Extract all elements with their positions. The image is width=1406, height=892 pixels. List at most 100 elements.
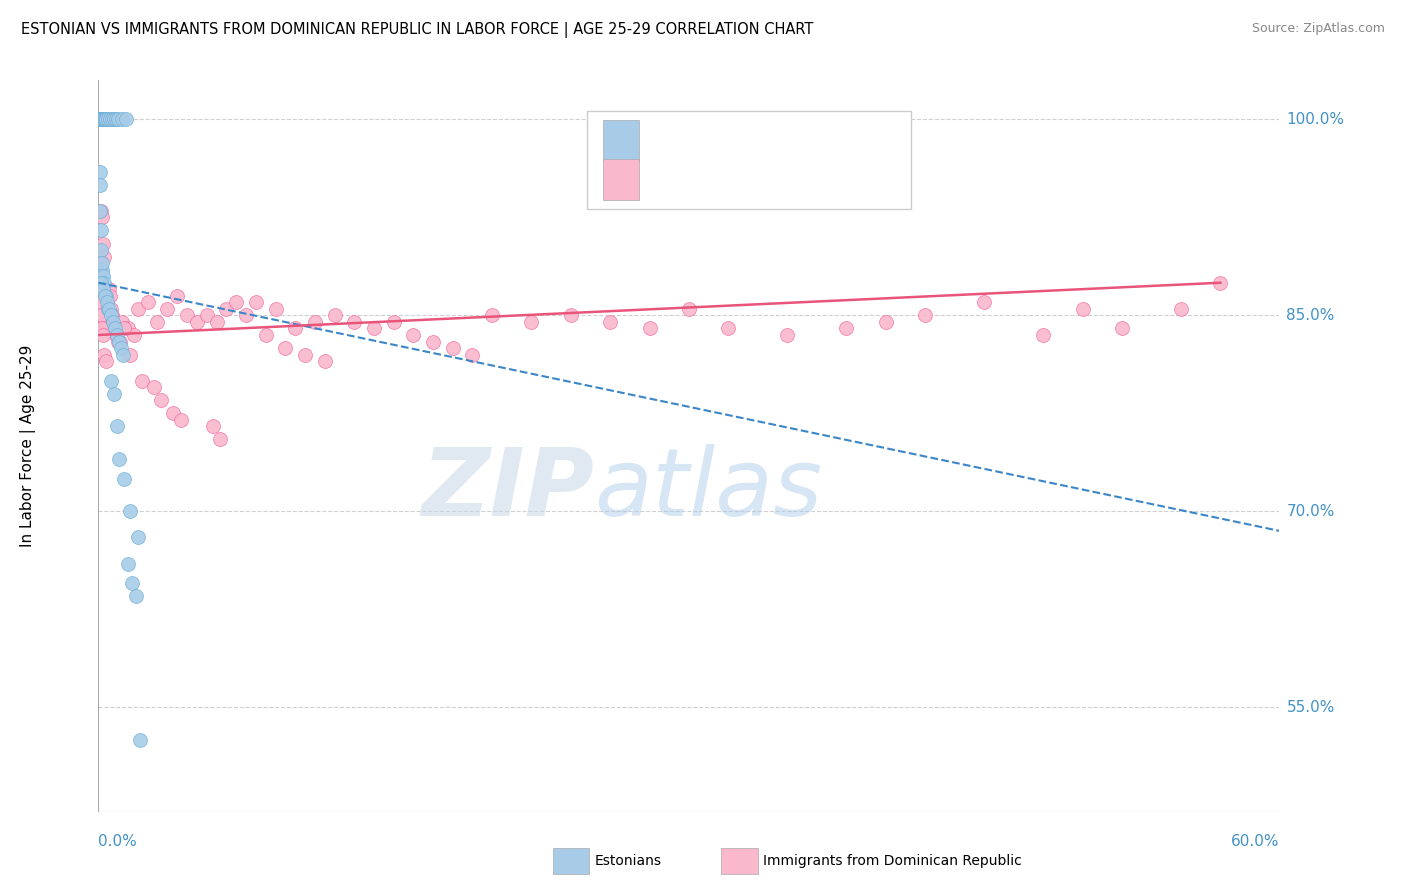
Point (1111, 321, 1133, 335)
Point (146, 315, 169, 329)
Point (89, 112, 111, 127)
Point (122, 328, 145, 343)
Text: Estonians: Estonians (595, 854, 662, 868)
Point (162, 406, 184, 420)
Point (875, 315, 897, 329)
Point (96, 301, 118, 316)
Text: 55.0%: 55.0% (1286, 699, 1334, 714)
Point (128, 732, 150, 747)
Point (1071, 301, 1094, 316)
Point (96, 295, 118, 310)
Point (103, 321, 125, 335)
Point (186, 315, 208, 329)
Point (100, 301, 122, 316)
Point (118, 504, 141, 518)
Point (90, 112, 112, 127)
Point (98, 301, 121, 316)
Point (264, 301, 287, 316)
Point (94, 289, 117, 303)
Point (97, 315, 120, 329)
Point (89, 112, 111, 127)
Point (107, 112, 129, 127)
Text: Immigrants from Dominican Republic: Immigrants from Dominican Republic (763, 854, 1022, 868)
Point (89, 112, 111, 127)
Point (97, 301, 120, 316)
Point (422, 334, 444, 349)
Point (382, 315, 405, 329)
Point (105, 328, 128, 343)
Point (274, 341, 297, 355)
Point (94, 315, 117, 329)
Point (294, 347, 316, 362)
Point (1032, 328, 1054, 343)
Point (170, 413, 193, 427)
Point (107, 334, 129, 349)
Point (89, 112, 111, 127)
Point (343, 315, 366, 329)
Point (96, 321, 118, 335)
Point (225, 295, 247, 310)
Point (91, 262, 114, 277)
Point (89, 112, 111, 127)
Point (125, 589, 148, 603)
Point (195, 309, 218, 323)
Point (105, 419, 128, 434)
Text: 85.0%: 85.0% (1286, 308, 1334, 323)
Point (89, 112, 111, 127)
Point (117, 557, 139, 571)
Point (93, 250, 115, 264)
Point (100, 374, 122, 388)
Point (254, 328, 277, 343)
Text: In Labor Force | Age 25-29: In Labor Force | Age 25-29 (20, 345, 37, 547)
Point (90, 276, 112, 290)
Point (115, 112, 138, 127)
Point (127, 530, 149, 544)
Point (94, 354, 117, 368)
Point (89, 112, 111, 127)
Point (323, 309, 346, 323)
Point (103, 315, 125, 329)
Point (118, 347, 141, 362)
Point (111, 112, 134, 127)
Point (108, 334, 131, 349)
Text: R =   0.124   N = 84: R = 0.124 N = 84 (647, 170, 837, 188)
Point (89, 203, 111, 218)
Point (112, 321, 135, 335)
Point (402, 328, 425, 343)
Point (90, 203, 112, 218)
Point (89, 112, 111, 127)
Text: 60.0%: 60.0% (1232, 834, 1279, 849)
Point (100, 309, 122, 323)
Point (314, 354, 336, 368)
Point (110, 341, 132, 355)
Point (96, 112, 118, 127)
Point (973, 295, 995, 310)
Point (112, 472, 135, 486)
Text: ESTONIAN VS IMMIGRANTS FROM DOMINICAN REPUBLIC IN LABOR FORCE | AGE 25-29 CORREL: ESTONIAN VS IMMIGRANTS FROM DOMINICAN RE… (21, 22, 814, 38)
Text: ZIP: ZIP (422, 444, 595, 536)
Point (90, 223, 112, 237)
Point (105, 328, 128, 343)
Point (441, 341, 464, 355)
Point (91, 321, 114, 335)
Point (98, 289, 121, 303)
Point (520, 315, 543, 329)
Point (103, 315, 125, 329)
Point (481, 309, 503, 323)
Point (89, 262, 111, 277)
Point (90, 243, 112, 257)
Point (89, 178, 111, 192)
Point (89, 164, 111, 178)
Point (105, 112, 128, 127)
Point (103, 112, 125, 127)
Point (835, 321, 858, 335)
Point (461, 347, 484, 362)
Point (166, 289, 188, 303)
Point (108, 452, 131, 467)
Point (136, 295, 159, 310)
Point (89, 112, 111, 127)
Point (101, 309, 124, 323)
Point (93, 112, 115, 127)
Point (914, 309, 936, 323)
Point (91, 328, 114, 343)
